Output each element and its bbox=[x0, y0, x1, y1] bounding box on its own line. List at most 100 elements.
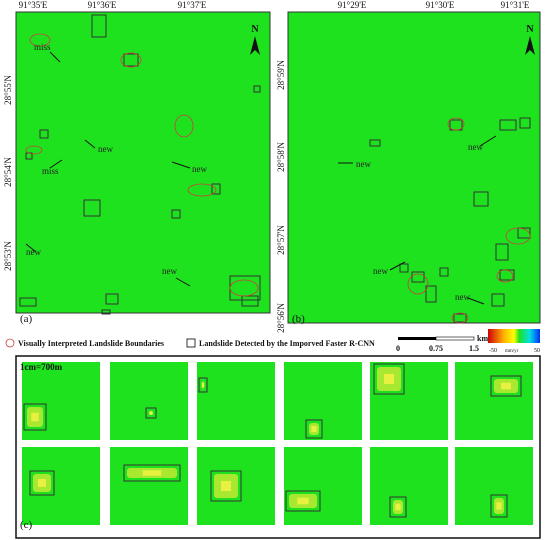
thumbnail bbox=[370, 447, 448, 525]
blob-core bbox=[149, 411, 153, 415]
boundary bbox=[447, 117, 465, 131]
boundary bbox=[505, 227, 531, 245]
arrow bbox=[467, 297, 485, 305]
blob-core bbox=[201, 382, 205, 388]
detection-box bbox=[285, 490, 321, 512]
detection-box bbox=[473, 191, 489, 207]
detection-box bbox=[23, 403, 47, 431]
blob-core bbox=[142, 470, 162, 476]
scale-bar bbox=[398, 337, 436, 340]
annotation: new bbox=[192, 164, 207, 174]
lon-label: 91°30'E bbox=[426, 0, 455, 10]
annotation: new bbox=[373, 266, 388, 276]
blob-core bbox=[311, 426, 317, 432]
blob-core bbox=[31, 412, 39, 422]
lat-label: 28°57'N bbox=[276, 225, 286, 255]
lon-label: 91°36'E bbox=[88, 0, 117, 10]
blob-core bbox=[496, 502, 502, 510]
detection-box bbox=[305, 419, 323, 439]
thumbnail bbox=[284, 447, 362, 525]
detection-box bbox=[411, 271, 425, 283]
north-arrow bbox=[525, 36, 535, 55]
detection-box bbox=[499, 119, 517, 131]
detection-box bbox=[389, 496, 407, 518]
detection-box bbox=[253, 85, 261, 93]
colorbar bbox=[488, 329, 540, 343]
lat-label: 28°55'N bbox=[3, 75, 13, 105]
colorbar-max: 50 bbox=[534, 348, 540, 354]
thumbnail bbox=[110, 362, 188, 440]
boundary bbox=[187, 183, 217, 197]
arrow bbox=[389, 261, 406, 271]
boundary bbox=[174, 114, 194, 138]
scale-label: 0.75 bbox=[429, 344, 443, 353]
detection-box bbox=[210, 470, 242, 502]
north: N bbox=[251, 24, 259, 35]
arrow bbox=[25, 243, 37, 253]
annotation: new bbox=[162, 266, 177, 276]
detection-box bbox=[453, 313, 467, 323]
panel-c-frame bbox=[15, 355, 541, 539]
detection-box bbox=[519, 117, 531, 129]
detection-box bbox=[211, 183, 221, 195]
map-a bbox=[15, 11, 271, 314]
thumbnail bbox=[284, 362, 362, 440]
boundary bbox=[25, 145, 43, 155]
panel-label: (c) bbox=[20, 519, 33, 531]
blob-core bbox=[395, 503, 401, 511]
panel-a: 91°35'E 91°36'E 91°37'E 28°55'N 28°54'N … bbox=[3, 0, 271, 325]
annotation: new bbox=[26, 247, 41, 257]
blob-core bbox=[501, 382, 511, 390]
thumbnail bbox=[455, 362, 533, 440]
lat-label: 28°58'N bbox=[276, 142, 286, 172]
panel-label: (a) bbox=[20, 313, 33, 325]
colorbar-unit: mm/yr bbox=[505, 349, 519, 354]
boundary bbox=[120, 52, 142, 68]
legend-text: Visually Interpreted Landslide Boundarie… bbox=[18, 339, 164, 348]
boundary bbox=[229, 279, 259, 297]
detection-box bbox=[425, 285, 437, 303]
scale-unit: km bbox=[477, 334, 488, 343]
annotation: new bbox=[455, 292, 470, 302]
detection-box bbox=[490, 375, 522, 397]
detection-box bbox=[105, 293, 119, 305]
detection-box bbox=[91, 14, 107, 38]
thumbnail bbox=[455, 447, 533, 525]
lon-label: 91°31'E bbox=[501, 0, 530, 10]
arrow bbox=[84, 139, 96, 149]
lon-label: 91°35'E bbox=[19, 0, 48, 10]
detection-box bbox=[145, 407, 157, 419]
panel-c: 1cm=700m (c) bbox=[15, 355, 541, 539]
thumbnail bbox=[22, 362, 100, 440]
legend-circle bbox=[5, 338, 15, 348]
scale-note: 1cm=700m bbox=[20, 362, 63, 372]
lat-label: 28°56'N bbox=[276, 303, 286, 333]
legend-text: Landslide Detected by the Imporved Faste… bbox=[199, 339, 375, 348]
lon-label: 91°29'E bbox=[338, 0, 367, 10]
blob-core bbox=[38, 479, 46, 487]
boundary bbox=[29, 33, 51, 47]
scale-label: 1.5 bbox=[469, 344, 479, 353]
legend-square bbox=[186, 338, 196, 348]
arrow bbox=[175, 277, 191, 287]
detection-box bbox=[123, 53, 139, 67]
panel-label: (b) bbox=[292, 313, 305, 325]
detection-box bbox=[517, 227, 531, 239]
annotation: miss bbox=[42, 166, 59, 176]
detection-box bbox=[399, 263, 409, 273]
arrow bbox=[49, 159, 63, 169]
map-b bbox=[287, 11, 541, 324]
boundary bbox=[407, 273, 429, 295]
scale-label: 0 bbox=[396, 344, 400, 353]
detection-box bbox=[83, 199, 101, 217]
lat-label: 28°59'N bbox=[276, 60, 286, 90]
detection-box bbox=[29, 470, 55, 496]
detection-box bbox=[19, 297, 37, 307]
thumbnail bbox=[197, 362, 275, 440]
detection-box bbox=[439, 267, 449, 277]
boundary bbox=[451, 312, 469, 324]
detection-box bbox=[198, 377, 208, 393]
arrow bbox=[479, 135, 497, 147]
detection-box bbox=[490, 494, 508, 518]
